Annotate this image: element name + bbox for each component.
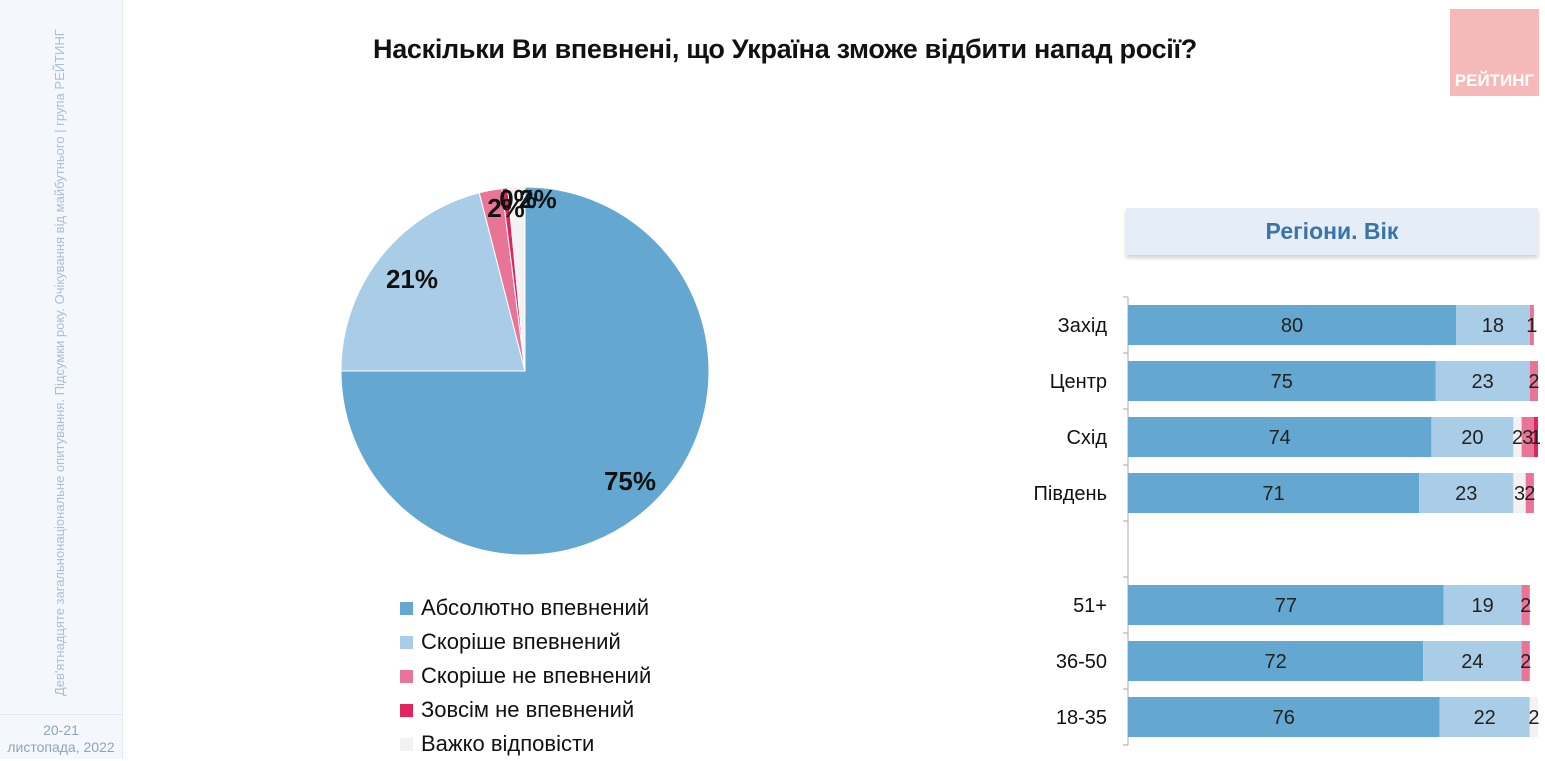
bar-category-label-1: Центр [1050, 371, 1107, 393]
survey-date-month: листопада, 2022 [7, 739, 115, 755]
bar-value-label-7-1: 22 [1474, 707, 1496, 729]
bar-category-label-0: Захід [1058, 315, 1108, 337]
bar-segment-2-1 [1431, 417, 1514, 457]
legend-label-0: Абсолютно впевнений [421, 595, 650, 620]
legend-swatch-1 [400, 635, 413, 649]
pie-slice-0 [340, 186, 710, 556]
bar-segment-2-2 [1513, 417, 1522, 457]
bar-segment-2-4 [1533, 417, 1538, 457]
bar-value-label-2-4: 1 [1530, 427, 1540, 449]
bar-value-label-5-3: 2 [1520, 595, 1531, 617]
legend-label-4: Важко відповісти [421, 731, 595, 756]
bar-value-label-0-1: 18 [1482, 315, 1504, 337]
bar-value-label-5-0: 77 [1275, 595, 1297, 617]
bar-segment-1-3 [1529, 361, 1538, 401]
bar-value-label-5-1: 19 [1472, 595, 1494, 617]
bar-segment-1-1 [1435, 361, 1530, 401]
bar-value-label-2-0: 74 [1269, 427, 1291, 449]
sidebar: Дев'ятнадцяте загальнонаціональне опитув… [0, 0, 123, 759]
bar-value-label-7-0: 76 [1273, 707, 1295, 729]
bar-category-label-7: 18-35 [1056, 707, 1107, 729]
legend-item-3: Зовсім не впевнений [400, 693, 651, 727]
bar-value-label-1-0: 75 [1271, 371, 1293, 393]
bar-segment-7-2 [1529, 697, 1538, 737]
pie-slice-1 [340, 192, 526, 372]
bar-segment-3-0 [1128, 473, 1420, 513]
survey-date: 20-21 листопада, 2022 [0, 722, 122, 756]
bar-value-label-6-3: 2 [1520, 651, 1531, 673]
bar-segment-1-0 [1128, 361, 1436, 401]
bar-category-label-3: Південь [1034, 483, 1107, 505]
panel-header: Регіони. Вік [1126, 208, 1538, 255]
bar-value-label-2-1: 20 [1461, 427, 1483, 449]
bar-segment-3-2 [1513, 473, 1526, 513]
bar-segment-3-3 [1525, 473, 1534, 513]
bar-segment-7-0 [1128, 697, 1440, 737]
legend-swatch-3 [400, 703, 413, 717]
legend-item-4: Важко відповісти [400, 727, 651, 761]
bar-value-label-6-0: 72 [1264, 651, 1286, 673]
bar-category-label-5: 51+ [1073, 595, 1107, 617]
legend-swatch-0 [400, 601, 413, 615]
pie-legend: Абсолютно впевнений Скоріше впевнений Скор… [400, 591, 651, 761]
pie-slice-4 [507, 186, 526, 372]
logo-text: РЕЙТИНГ [1454, 71, 1535, 90]
legend-item-2: Скоріше не впевнений [400, 659, 651, 693]
bar-category-label-6: 36-50 [1056, 651, 1107, 673]
bar-segment-0-0 [1128, 305, 1456, 345]
bar-value-label-1-1: 23 [1472, 371, 1494, 393]
pie-label-0: 75% [604, 466, 656, 496]
bar-value-label-2-2: 2 [1512, 427, 1523, 449]
bar-segment-6-3 [1521, 641, 1530, 681]
bar-segment-7-1 [1439, 697, 1530, 737]
legend-swatch-4 [400, 737, 413, 751]
bar-category-label-2: Схід [1066, 427, 1107, 449]
bar-segment-3-1 [1419, 473, 1514, 513]
bar-value-label-0-3: 1 [1526, 315, 1537, 337]
bar-segment-2-0 [1128, 417, 1432, 457]
bar-segment-2-3 [1521, 417, 1534, 457]
sidebar-divider [0, 714, 122, 715]
bar-segment-0-3 [1529, 305, 1534, 345]
bar-value-label-2-3: 3 [1522, 427, 1533, 449]
bar-value-label-0-0: 80 [1281, 315, 1303, 337]
pie-label-1: 21% [386, 264, 438, 294]
bar-value-label-6-1: 24 [1461, 651, 1483, 673]
bar-segment-6-1 [1423, 641, 1522, 681]
pie-label-2: 2% [487, 193, 525, 223]
pie-chart: 75% 21% 2%0%2% [340, 184, 710, 556]
bar-value-label-3-3: 2 [1524, 483, 1535, 505]
bar-value-label-3-1: 23 [1455, 483, 1477, 505]
page-title: Наскільки Ви впевнені, що Україна зможе … [373, 34, 1197, 64]
bar-segment-0-1 [1456, 305, 1530, 345]
bar-segment-6-0 [1128, 641, 1424, 681]
legend-label-3: Зовсім не впевнений [421, 697, 635, 722]
bar-value-label-1-3: 2 [1528, 371, 1539, 393]
survey-date-days: 20-21 [43, 722, 79, 738]
bar-segment-5-0 [1128, 585, 1444, 625]
survey-caption: Дев'ятнадцяте загальнонаціональне опитув… [52, 29, 67, 696]
bar-value-label-3-2: 3 [1514, 483, 1525, 505]
bar-value-label-3-0: 71 [1262, 483, 1284, 505]
legend-label-2: Скоріше не впевнений [421, 663, 652, 688]
bar-segment-5-3 [1521, 585, 1530, 625]
rating-logo: РЕЙТИНГ [1450, 9, 1539, 96]
bar-value-label-7-2: 2 [1528, 707, 1539, 729]
legend-swatch-2 [400, 669, 413, 683]
legend-label-1: Скоріше впевнений [421, 629, 621, 654]
pie-label-4: 2% [519, 184, 557, 214]
bar-segment-5-1 [1443, 585, 1522, 625]
legend-item-1: Скоріше впевнений [400, 625, 651, 659]
pie-label-3: 0% [499, 184, 537, 214]
legend-item-0: Абсолютно впевнений [400, 591, 651, 625]
